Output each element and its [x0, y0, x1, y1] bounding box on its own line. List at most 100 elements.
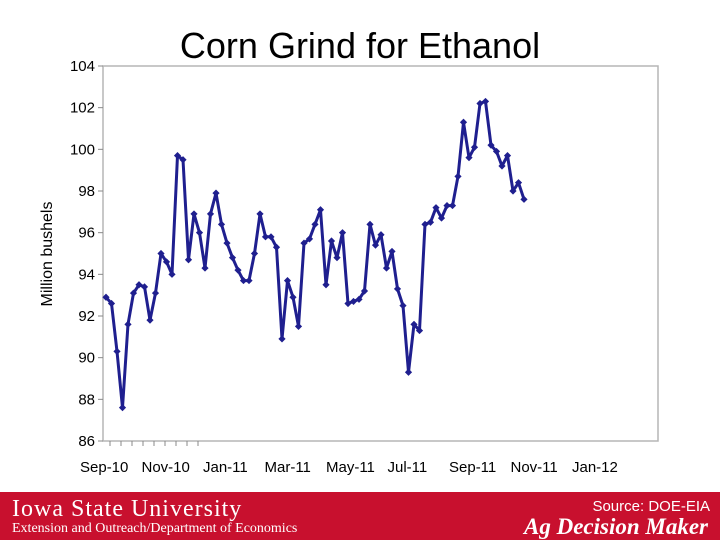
data-point	[234, 266, 242, 274]
y-axis-label: Million bushels	[39, 202, 56, 307]
data-point	[184, 256, 193, 264]
data-point	[305, 235, 314, 243]
x-tick-label: Jul-11	[388, 459, 428, 476]
brand-logo: Ag Decision Maker	[524, 514, 708, 539]
data-point	[118, 404, 127, 412]
data-point	[162, 258, 171, 266]
data-point	[355, 295, 363, 303]
data-point	[179, 156, 187, 164]
data-point	[432, 204, 440, 212]
data-point	[201, 264, 209, 272]
data-point	[217, 220, 226, 228]
data-point	[278, 335, 286, 343]
x-tick-label: May-11	[326, 459, 375, 476]
x-tick-label: Nov-10	[142, 459, 190, 476]
x-tick-label: Jan-11	[203, 459, 248, 476]
data-point	[366, 220, 374, 228]
data-point	[168, 270, 176, 278]
data-point	[294, 322, 303, 331]
x-tick-label: Sep-10	[80, 459, 128, 476]
data-point	[377, 231, 385, 239]
data-point	[371, 241, 380, 249]
data-point	[173, 151, 182, 160]
chart: 86 88 90 92 94 96 98 100 102 104 Sep-10 Nov-10 Jan-…	[39, 58, 659, 476]
x-tick-label: Jan-12	[572, 459, 618, 476]
data-point	[322, 281, 330, 289]
data-point	[190, 210, 198, 218]
data-point	[492, 147, 501, 156]
data-point	[245, 276, 253, 285]
data-point	[140, 283, 149, 291]
y-tick-label: 88	[78, 391, 95, 408]
data-point	[360, 287, 369, 295]
y-tick-label: 96	[78, 225, 95, 242]
data-point	[267, 233, 275, 241]
data-point	[135, 281, 143, 289]
plot-area	[102, 65, 659, 442]
data-point	[327, 237, 336, 245]
data-point	[124, 320, 132, 328]
y-tick-label: 102	[70, 100, 95, 117]
data-point	[344, 299, 352, 308]
data-point	[388, 247, 396, 256]
data-point	[256, 210, 264, 218]
data-point	[129, 289, 138, 297]
data-point	[459, 118, 468, 126]
footer-bar	[0, 492, 720, 540]
data-point	[421, 220, 429, 228]
series-markers	[102, 97, 528, 412]
data-point	[448, 201, 457, 210]
department-text: Extension and Outreach/Department of Eco…	[12, 521, 298, 536]
data-point	[272, 243, 281, 251]
data-point	[300, 239, 308, 247]
data-point	[498, 162, 506, 170]
x-tick-label: Mar-11	[265, 459, 311, 476]
data-point	[151, 289, 160, 297]
data-point	[443, 201, 451, 210]
data-point	[415, 326, 424, 335]
y-axis: 86 88 90 92 94 96 98 100 102 104	[70, 58, 103, 450]
data-point	[410, 320, 418, 328]
data-point	[393, 285, 402, 293]
data-point	[239, 276, 248, 285]
data-point	[157, 249, 165, 258]
data-point	[514, 179, 523, 187]
y-tick-label: 94	[78, 266, 95, 283]
y-tick-label: 104	[70, 58, 95, 75]
data-point	[487, 141, 495, 149]
y-tick-label: 90	[78, 350, 95, 367]
chart-title: Corn Grind for Ethanol	[179, 25, 541, 66]
y-tick-label: 98	[78, 183, 95, 200]
data-point	[146, 316, 154, 324]
data-point	[454, 172, 462, 181]
y-tick-label: 92	[78, 308, 95, 325]
data-point	[520, 195, 528, 203]
data-point	[437, 214, 446, 222]
data-point	[102, 293, 110, 301]
data-point	[465, 154, 473, 162]
data-point	[107, 299, 116, 308]
data-point	[212, 189, 220, 197]
data-point	[283, 276, 292, 285]
data-point	[223, 239, 231, 247]
data-point	[206, 210, 215, 218]
data-point	[399, 301, 407, 310]
data-point	[426, 218, 435, 226]
data-point	[338, 229, 347, 237]
data-point	[404, 368, 413, 376]
university-logo: Iowa State University	[12, 496, 243, 522]
data-point	[228, 254, 237, 262]
data-point	[470, 143, 479, 151]
data-point	[316, 206, 325, 214]
data-point	[289, 293, 297, 301]
data-point	[382, 264, 391, 272]
source-text: Source: DOE-EIA	[592, 498, 710, 515]
data-point	[476, 99, 484, 108]
data-point	[481, 97, 490, 106]
x-axis: Sep-10 Nov-10 Jan-11 Mar-11 May-11 Jul-11 Sep-…	[80, 441, 618, 476]
data-point	[311, 220, 319, 228]
data-point	[503, 151, 512, 160]
data-point	[349, 297, 358, 306]
data-point	[113, 347, 121, 356]
data-point	[261, 233, 270, 241]
